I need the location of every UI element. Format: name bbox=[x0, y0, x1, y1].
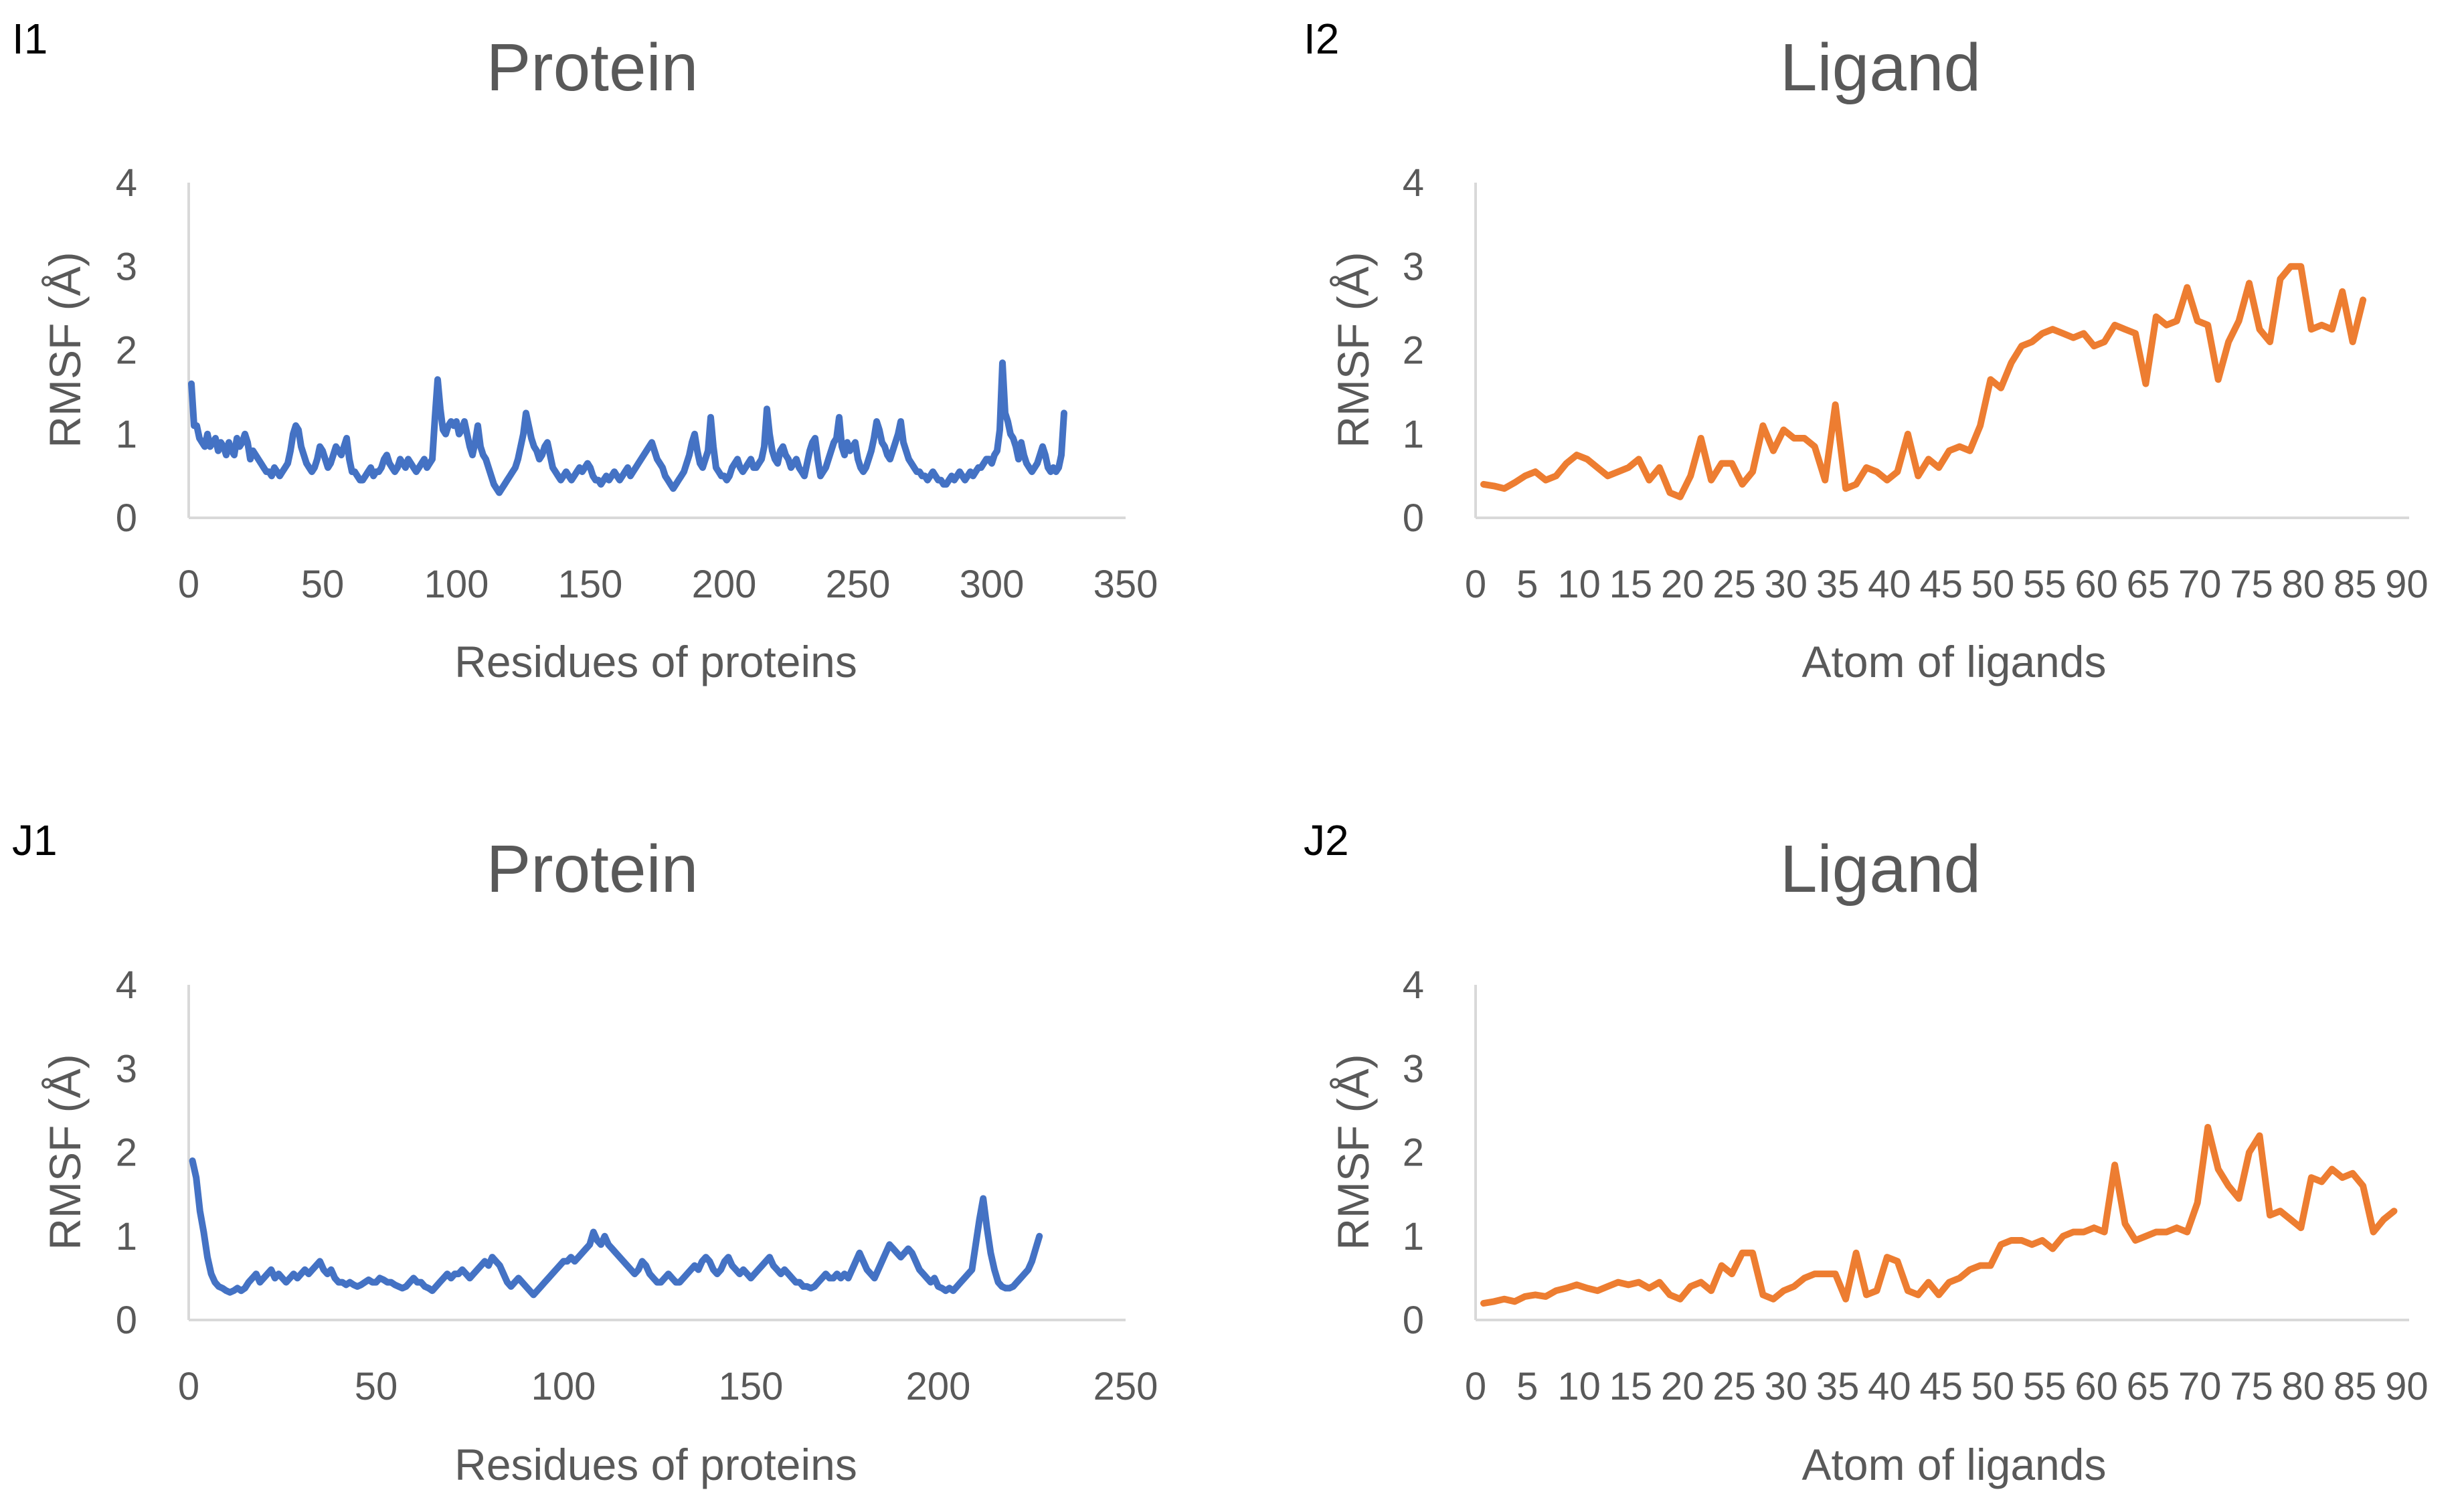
x-tick-label: 0 bbox=[1465, 563, 1486, 606]
y-tick-label: 2 bbox=[1403, 329, 1424, 373]
x-axis-title: Residues of proteins bbox=[454, 637, 857, 686]
x-tick-label: 250 bbox=[1093, 1365, 1158, 1408]
y-tick-label: 1 bbox=[116, 413, 137, 456]
x-tick-label: 45 bbox=[1919, 1365, 1963, 1408]
chart-j1: J1 Protein 0 1 2 3 4 0 50 100 150 200 250 Residue… bbox=[12, 816, 1158, 1489]
x-tick-label: 150 bbox=[558, 563, 623, 606]
x-tick-label: 80 bbox=[2282, 1365, 2325, 1408]
x-axis-title: Atom of ligands bbox=[1802, 1440, 2107, 1489]
y-axis-title: RMSF (Å) bbox=[40, 1054, 90, 1250]
x-tick-label: 80 bbox=[2282, 563, 2325, 606]
x-tick-label: 45 bbox=[1919, 563, 1963, 606]
y-tick-label: 2 bbox=[116, 1131, 137, 1175]
x-tick-label: 50 bbox=[301, 563, 345, 606]
x-tick-label: 90 bbox=[2385, 1365, 2429, 1408]
x-tick-label: 15 bbox=[1609, 1365, 1653, 1408]
panel-label: I2 bbox=[1304, 15, 1339, 63]
x-tick-label: 70 bbox=[2178, 563, 2222, 606]
y-tick-label: 1 bbox=[1403, 1215, 1424, 1258]
x-tick-label: 70 bbox=[2178, 1365, 2222, 1408]
y-tick-label: 2 bbox=[116, 329, 137, 373]
x-tick-label: 55 bbox=[2023, 1365, 2067, 1408]
x-tick-label: 200 bbox=[906, 1365, 971, 1408]
panel-label: J2 bbox=[1304, 816, 1349, 864]
y-tick-label: 0 bbox=[1403, 496, 1424, 540]
y-tick-label: 4 bbox=[116, 963, 137, 1007]
x-tick-label: 85 bbox=[2334, 1365, 2377, 1408]
x-tick-label: 65 bbox=[2127, 563, 2170, 606]
x-tick-label: 20 bbox=[1661, 1365, 1704, 1408]
y-tick-label: 4 bbox=[1403, 963, 1424, 1007]
chart-i1: I1 Protein 0 1 2 3 4 0 50 100 150 200 250 300 350 R… bbox=[12, 15, 1158, 686]
x-tick-label: 0 bbox=[178, 1365, 199, 1408]
chart-title: Ligand bbox=[1780, 832, 1981, 907]
chart-title: Protein bbox=[487, 30, 699, 105]
x-axis-title: Atom of ligands bbox=[1802, 637, 2107, 686]
y-tick-label: 3 bbox=[1403, 1047, 1424, 1091]
x-tick-label: 100 bbox=[424, 563, 489, 606]
x-tick-label: 5 bbox=[1516, 1365, 1538, 1408]
x-tick-label: 50 bbox=[1971, 1365, 2015, 1408]
x-tick-label: 350 bbox=[1093, 563, 1158, 606]
y-axis-title: RMSF (Å) bbox=[1328, 1054, 1378, 1250]
panel-label: J1 bbox=[12, 816, 58, 864]
x-tick-label: 85 bbox=[2334, 563, 2377, 606]
y-axis-title: RMSF (Å) bbox=[1328, 252, 1378, 448]
x-tick-label: 10 bbox=[1557, 1365, 1601, 1408]
y-axis-title: RMSF (Å) bbox=[40, 252, 90, 448]
x-tick-label: 15 bbox=[1609, 563, 1653, 606]
y-tick-label: 2 bbox=[1403, 1131, 1424, 1175]
x-tick-label: 10 bbox=[1557, 563, 1601, 606]
panel-label: I1 bbox=[12, 15, 48, 63]
x-tick-label: 0 bbox=[1465, 1365, 1486, 1408]
x-tick-label: 30 bbox=[1765, 563, 1808, 606]
x-tick-label: 40 bbox=[1868, 1365, 1911, 1408]
x-tick-label: 30 bbox=[1765, 1365, 1808, 1408]
x-tick-label: 50 bbox=[355, 1365, 398, 1408]
x-tick-label: 20 bbox=[1661, 563, 1704, 606]
series-line-protein bbox=[189, 1157, 1043, 1299]
x-tick-label: 60 bbox=[2075, 1365, 2118, 1408]
x-tick-label: 90 bbox=[2385, 563, 2429, 606]
x-tick-label: 75 bbox=[2230, 1365, 2273, 1408]
y-tick-label: 1 bbox=[1403, 413, 1424, 456]
x-tick-label: 50 bbox=[1971, 563, 2015, 606]
x-tick-label: 35 bbox=[1816, 1365, 1860, 1408]
x-tick-label: 5 bbox=[1516, 563, 1538, 606]
x-tick-label: 35 bbox=[1816, 563, 1860, 606]
x-tick-label: 25 bbox=[1712, 1365, 1756, 1408]
x-tick-label: 300 bbox=[960, 563, 1025, 606]
x-tick-label: 65 bbox=[2127, 1365, 2170, 1408]
x-tick-label: 60 bbox=[2075, 563, 2118, 606]
x-tick-label: 55 bbox=[2023, 563, 2067, 606]
series-line-protein bbox=[188, 359, 1067, 496]
y-tick-label: 0 bbox=[116, 496, 137, 540]
chart-title: Ligand bbox=[1780, 30, 1981, 105]
x-tick-label: 40 bbox=[1868, 563, 1911, 606]
y-tick-label: 3 bbox=[116, 245, 137, 288]
chart-title: Protein bbox=[487, 832, 699, 907]
y-tick-label: 3 bbox=[116, 1047, 137, 1091]
series-line-ligand bbox=[1480, 1123, 2398, 1307]
x-tick-label: 200 bbox=[692, 563, 757, 606]
x-tick-label: 100 bbox=[531, 1365, 596, 1408]
y-tick-label: 1 bbox=[116, 1215, 137, 1258]
x-tick-label: 25 bbox=[1712, 563, 1756, 606]
y-tick-label: 4 bbox=[1403, 161, 1424, 205]
x-tick-label: 250 bbox=[826, 563, 891, 606]
y-tick-label: 4 bbox=[116, 161, 137, 205]
x-tick-label: 75 bbox=[2230, 563, 2273, 606]
series-line-ligand bbox=[1480, 263, 2367, 500]
y-tick-label: 0 bbox=[1403, 1299, 1424, 1342]
y-tick-label: 3 bbox=[1403, 245, 1424, 288]
x-tick-label: 150 bbox=[719, 1365, 784, 1408]
x-axis-title: Residues of proteins bbox=[454, 1440, 857, 1489]
x-tick-label: 0 bbox=[178, 563, 199, 606]
y-tick-label: 0 bbox=[116, 1299, 137, 1342]
